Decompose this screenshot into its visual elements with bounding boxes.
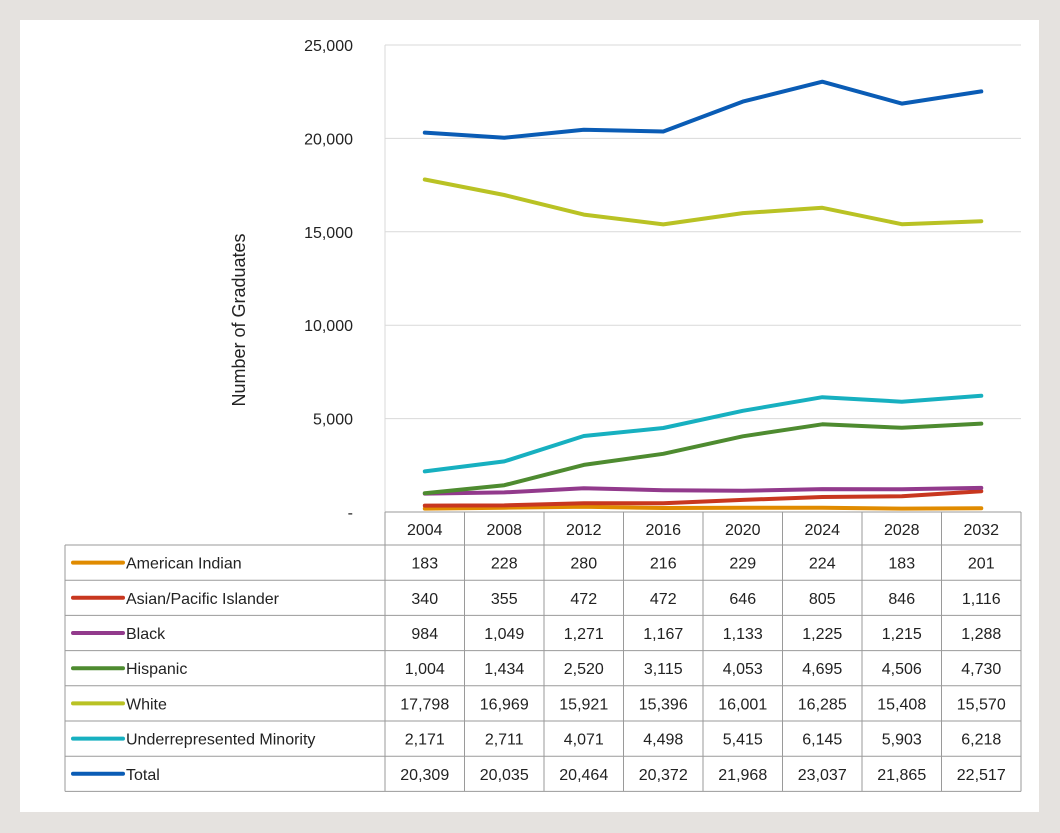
x-category-label: 2020	[725, 522, 761, 539]
x-category-label: 2012	[566, 522, 602, 539]
series-label: Total	[126, 767, 160, 784]
data-value: 16,969	[480, 696, 529, 713]
series-line-asian-pacific-islander	[422, 489, 984, 508]
data-value: 16,285	[798, 696, 847, 713]
data-value: 1,288	[961, 626, 1001, 643]
data-value: 183	[411, 556, 438, 573]
data-value: 20,035	[480, 767, 529, 784]
series-line-white	[422, 177, 984, 227]
data-value: 21,865	[877, 767, 926, 784]
data-value: 183	[888, 556, 915, 573]
data-value: 23,037	[798, 767, 847, 784]
data-value: 6,145	[802, 732, 842, 749]
data-value: 4,730	[961, 661, 1001, 678]
y-tick-label: 5,000	[313, 412, 353, 429]
x-category-label: 2008	[486, 522, 522, 539]
data-value: 472	[650, 591, 677, 608]
data-value: 15,396	[639, 696, 688, 713]
data-value: 4,695	[802, 661, 842, 678]
data-value: 20,464	[559, 767, 608, 784]
data-value: 2,520	[564, 661, 604, 678]
x-category-label: 2032	[963, 522, 999, 539]
data-value: 15,570	[957, 696, 1006, 713]
data-value: 216	[650, 556, 677, 573]
data-value: 340	[411, 591, 438, 608]
y-axis-title: Number of Graduates	[229, 233, 249, 406]
data-value: 1,225	[802, 626, 842, 643]
data-value: 1,215	[882, 626, 922, 643]
x-category-label: 2016	[645, 522, 681, 539]
series-line-total	[422, 79, 984, 140]
data-value: 20,309	[400, 767, 449, 784]
series-lines	[422, 79, 984, 511]
data-value: 1,434	[484, 661, 524, 678]
data-value: 22,517	[957, 767, 1006, 784]
series-line-hispanic	[422, 421, 984, 496]
data-value: 1,271	[564, 626, 604, 643]
chart-panel: -5,000 10,000 15,000 20,000 25,000 2004 2008 2…	[20, 20, 1039, 812]
data-value: 4,498	[643, 732, 683, 749]
x-category-label: 2004	[407, 522, 443, 539]
data-value: 201	[968, 556, 995, 573]
y-tick-label: 25,000	[304, 38, 353, 55]
data-value: 1,133	[723, 626, 763, 643]
series-label: American Indian	[126, 556, 242, 573]
data-value: 224	[809, 556, 836, 573]
x-category-label: 2028	[884, 522, 920, 539]
data-table: 2004 2008 2012 2016 2020 2024 2028 2032 American…	[64, 511, 1022, 792]
data-value: 4,071	[564, 732, 604, 749]
data-value: 646	[729, 591, 756, 608]
data-value: 228	[491, 556, 518, 573]
data-value: 472	[570, 591, 597, 608]
series-label: Underrepresented Minority	[126, 732, 315, 749]
series-label: Hispanic	[126, 661, 187, 678]
data-value: 846	[888, 591, 915, 608]
data-value: 15,408	[877, 696, 926, 713]
data-value: 1,116	[962, 591, 1001, 608]
data-value: 5,415	[723, 732, 763, 749]
data-value: 15,921	[559, 696, 608, 713]
data-value: 21,968	[718, 767, 767, 784]
data-value: 229	[729, 556, 756, 573]
data-value: 2,171	[405, 732, 445, 749]
data-value: 20,372	[639, 767, 688, 784]
data-value: 4,506	[882, 661, 922, 678]
series-line-american-indian	[422, 504, 984, 511]
series-line-underrepresented-minority	[422, 393, 984, 474]
series-label: Black	[126, 626, 166, 643]
y-tick-label: -	[348, 505, 353, 522]
data-value: 1,049	[484, 626, 524, 643]
data-value: 5,903	[882, 732, 922, 749]
data-value: 805	[809, 591, 836, 608]
data-value: 1,167	[643, 626, 683, 643]
y-axis-ticks: - 5,000 10,000 15,000 20,000 25,000	[304, 38, 353, 522]
data-value: 17,798	[400, 696, 449, 713]
data-value: 6,218	[961, 732, 1001, 749]
y-tick-label: 15,000	[304, 225, 353, 242]
data-value: 2,711	[485, 732, 524, 749]
data-value: 4,053	[723, 661, 763, 678]
data-value: 16,001	[718, 696, 767, 713]
x-category-label: 2024	[804, 522, 840, 539]
data-value: 3,115	[644, 661, 683, 678]
series-label: White	[126, 696, 167, 713]
series-line-black	[422, 485, 984, 496]
data-value: 355	[491, 591, 518, 608]
data-value: 1,004	[405, 661, 445, 678]
y-tick-label: 10,000	[304, 318, 353, 335]
data-value: 280	[570, 556, 597, 573]
data-value: 984	[411, 626, 438, 643]
y-tick-label: 20,000	[304, 131, 353, 148]
series-label: Asian/Pacific Islander	[126, 591, 280, 608]
